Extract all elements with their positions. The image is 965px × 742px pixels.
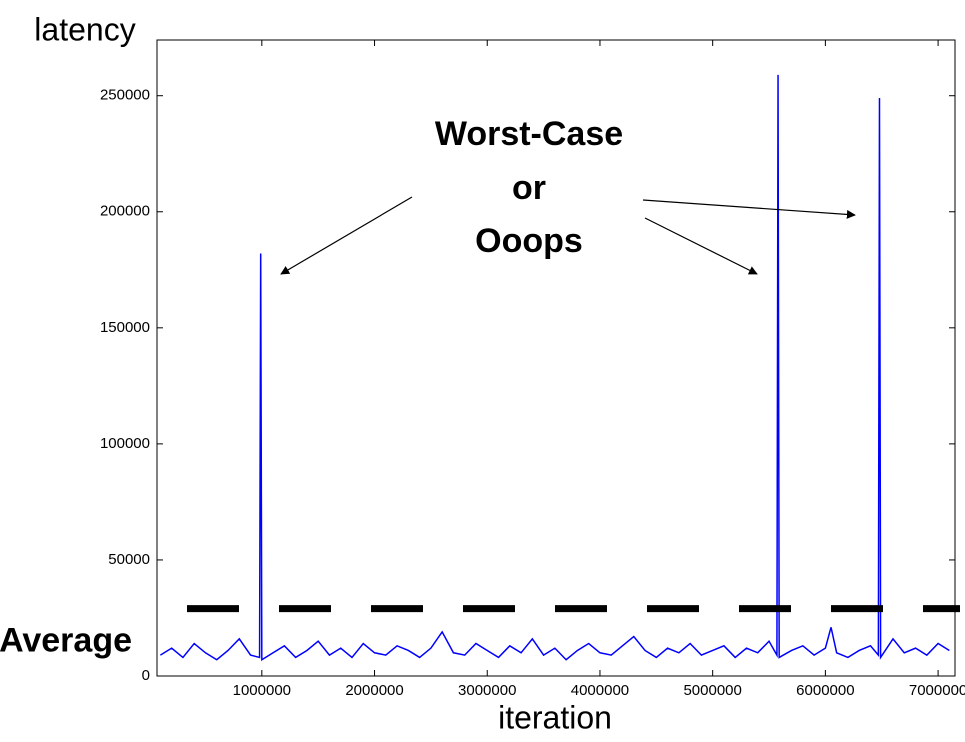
- y-axis-label: latency: [34, 11, 135, 47]
- y-tick-label: 0: [142, 667, 150, 684]
- annotation-text: Ooops: [475, 222, 583, 260]
- x-tick-label: 4000000: [571, 682, 629, 699]
- plot-frame: [156, 39, 956, 677]
- y-tick-label: 50000: [108, 551, 150, 568]
- x-tick-label: 2000000: [345, 682, 403, 699]
- annotation-text: Worst-Case: [435, 115, 623, 153]
- x-tick-label: 3000000: [458, 682, 516, 699]
- x-tick-label: 6000000: [796, 682, 854, 699]
- annotation: Worst-Case or Ooops: [280, 115, 856, 275]
- y-tick-label: 150000: [100, 319, 150, 336]
- arrow: [644, 217, 758, 275]
- data-line: [159, 74, 950, 662]
- annotation-text: or: [512, 169, 546, 207]
- arrow: [280, 196, 413, 275]
- y-tick-label: 250000: [100, 87, 150, 104]
- x-tick-label: 7000000: [909, 682, 965, 699]
- x-tick-label: 1000000: [233, 682, 291, 699]
- arrow: [642, 199, 856, 219]
- y-tick-label: 100000: [100, 435, 150, 452]
- average-label: Average: [0, 622, 132, 660]
- y-tick-label: 200000: [100, 203, 150, 220]
- x-axis-label: iteration: [498, 699, 612, 735]
- x-tick-label: 5000000: [683, 682, 741, 699]
